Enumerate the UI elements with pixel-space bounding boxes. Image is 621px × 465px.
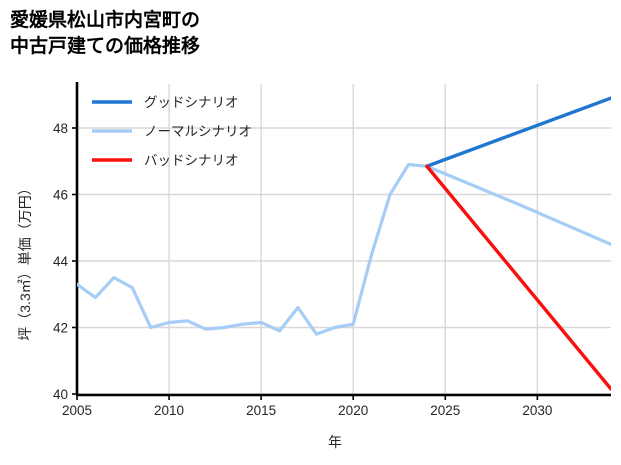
series-line-ノーマルシナリオ bbox=[77, 162, 611, 336]
axis-lines bbox=[72, 82, 611, 400]
x-tick-label-2030: 2030 bbox=[522, 403, 552, 418]
y-axis-title: 坪（3.3㎡）単価（万円） bbox=[17, 181, 33, 340]
x-axis-tick-labels: 2005 2010 2015 2020 2025 2030 bbox=[62, 403, 552, 418]
x-tick-label-2005: 2005 bbox=[62, 403, 92, 418]
y-tick-label-46: 46 bbox=[53, 188, 68, 203]
x-tick-label-2010: 2010 bbox=[154, 403, 184, 418]
x-axis-title: 年 bbox=[328, 434, 342, 450]
x-tick-label-2025: 2025 bbox=[430, 403, 460, 418]
legend-label-ノーマルシナリオ: ノーマルシナリオ bbox=[144, 124, 252, 139]
data-series bbox=[77, 96, 611, 391]
x-tick-label-2020: 2020 bbox=[338, 403, 368, 418]
series-line-バッドシナリオ bbox=[425, 164, 611, 391]
y-tick-label-48: 48 bbox=[53, 121, 68, 136]
chart-title: 愛媛県松山市内宮町の 中古戸建ての価格推移 bbox=[10, 10, 201, 58]
y-tick-label-42: 42 bbox=[53, 321, 68, 336]
y-tick-label-40: 40 bbox=[53, 387, 68, 402]
series-line-グッドシナリオ bbox=[425, 96, 611, 168]
legend-label-バッドシナリオ: バッドシナリオ bbox=[144, 153, 239, 168]
y-tick-label-44: 44 bbox=[53, 254, 69, 269]
gridlines bbox=[76, 84, 611, 395]
x-tick-label-2015: 2015 bbox=[246, 403, 276, 418]
y-axis-tick-labels: 40 42 44 46 48 bbox=[53, 121, 69, 402]
legend-label-グッドシナリオ: グッドシナリオ bbox=[144, 95, 239, 110]
